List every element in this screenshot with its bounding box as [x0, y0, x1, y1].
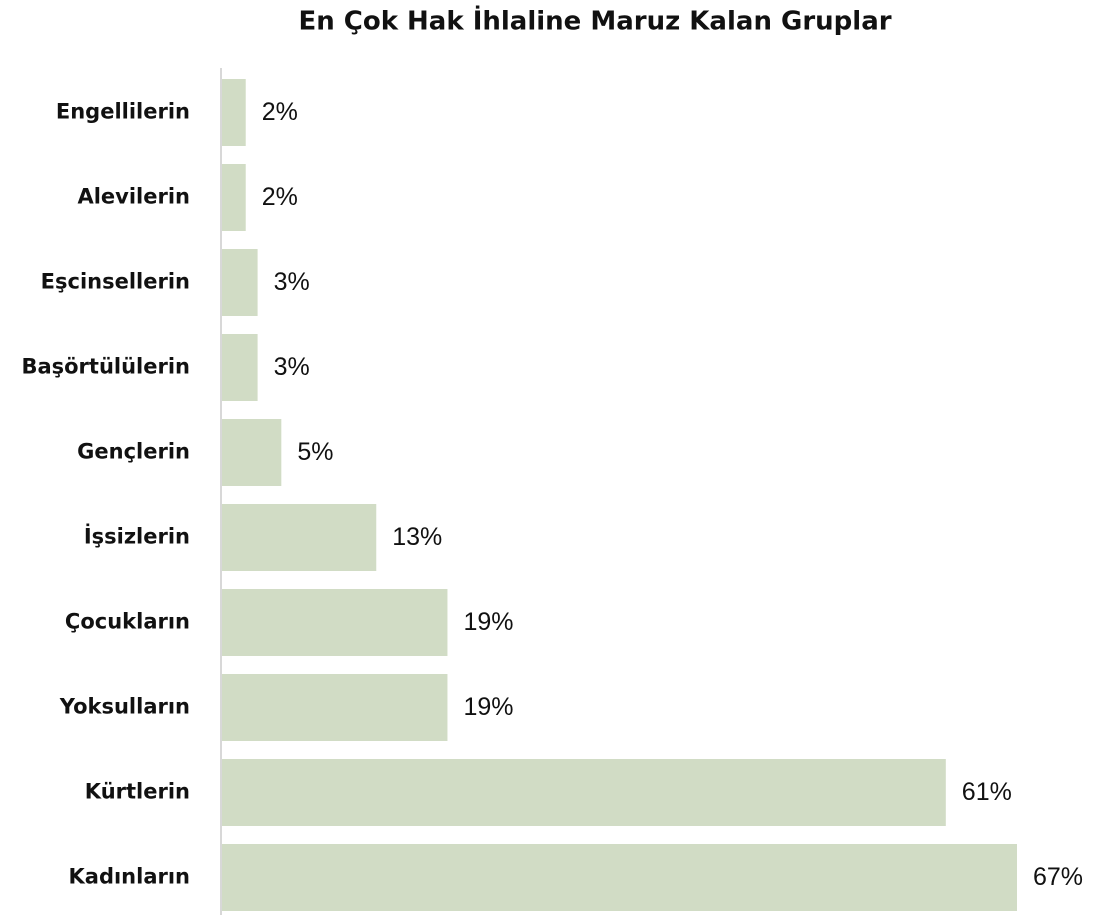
value-label: 3% — [274, 353, 310, 381]
value-label: 2% — [262, 98, 298, 126]
bar — [222, 504, 377, 571]
category-label: Kürtlerin — [85, 780, 190, 804]
value-label: 19% — [463, 693, 513, 721]
value-label: 13% — [392, 523, 442, 551]
bar — [222, 759, 946, 826]
value-label: 67% — [1033, 863, 1083, 891]
value-label: 5% — [297, 438, 333, 466]
category-label: Engellilerin — [56, 100, 190, 124]
category-label: Gençlerin — [77, 440, 190, 464]
bar — [222, 589, 448, 656]
category-label: Kadınların — [69, 865, 191, 889]
bar — [222, 79, 246, 146]
category-label: Eşcinsellerin — [41, 270, 190, 294]
value-label: 19% — [463, 608, 513, 636]
value-label: 61% — [962, 778, 1012, 806]
bar — [222, 419, 282, 486]
category-label: Yoksulların — [59, 695, 190, 719]
category-label: Çocukların — [65, 610, 190, 634]
value-label: 3% — [274, 268, 310, 296]
bar — [222, 334, 258, 401]
category-label: Alevilerin — [77, 185, 190, 209]
value-label: 2% — [262, 183, 298, 211]
chart-title: En Çok Hak İhlaline Maruz Kalan Gruplar — [298, 5, 891, 37]
category-label: Başörtülülerin — [21, 355, 190, 379]
bar — [222, 249, 258, 316]
bar — [222, 674, 448, 741]
bar — [222, 164, 246, 231]
category-label: İşsizlerin — [84, 524, 190, 549]
bar — [222, 844, 1017, 911]
